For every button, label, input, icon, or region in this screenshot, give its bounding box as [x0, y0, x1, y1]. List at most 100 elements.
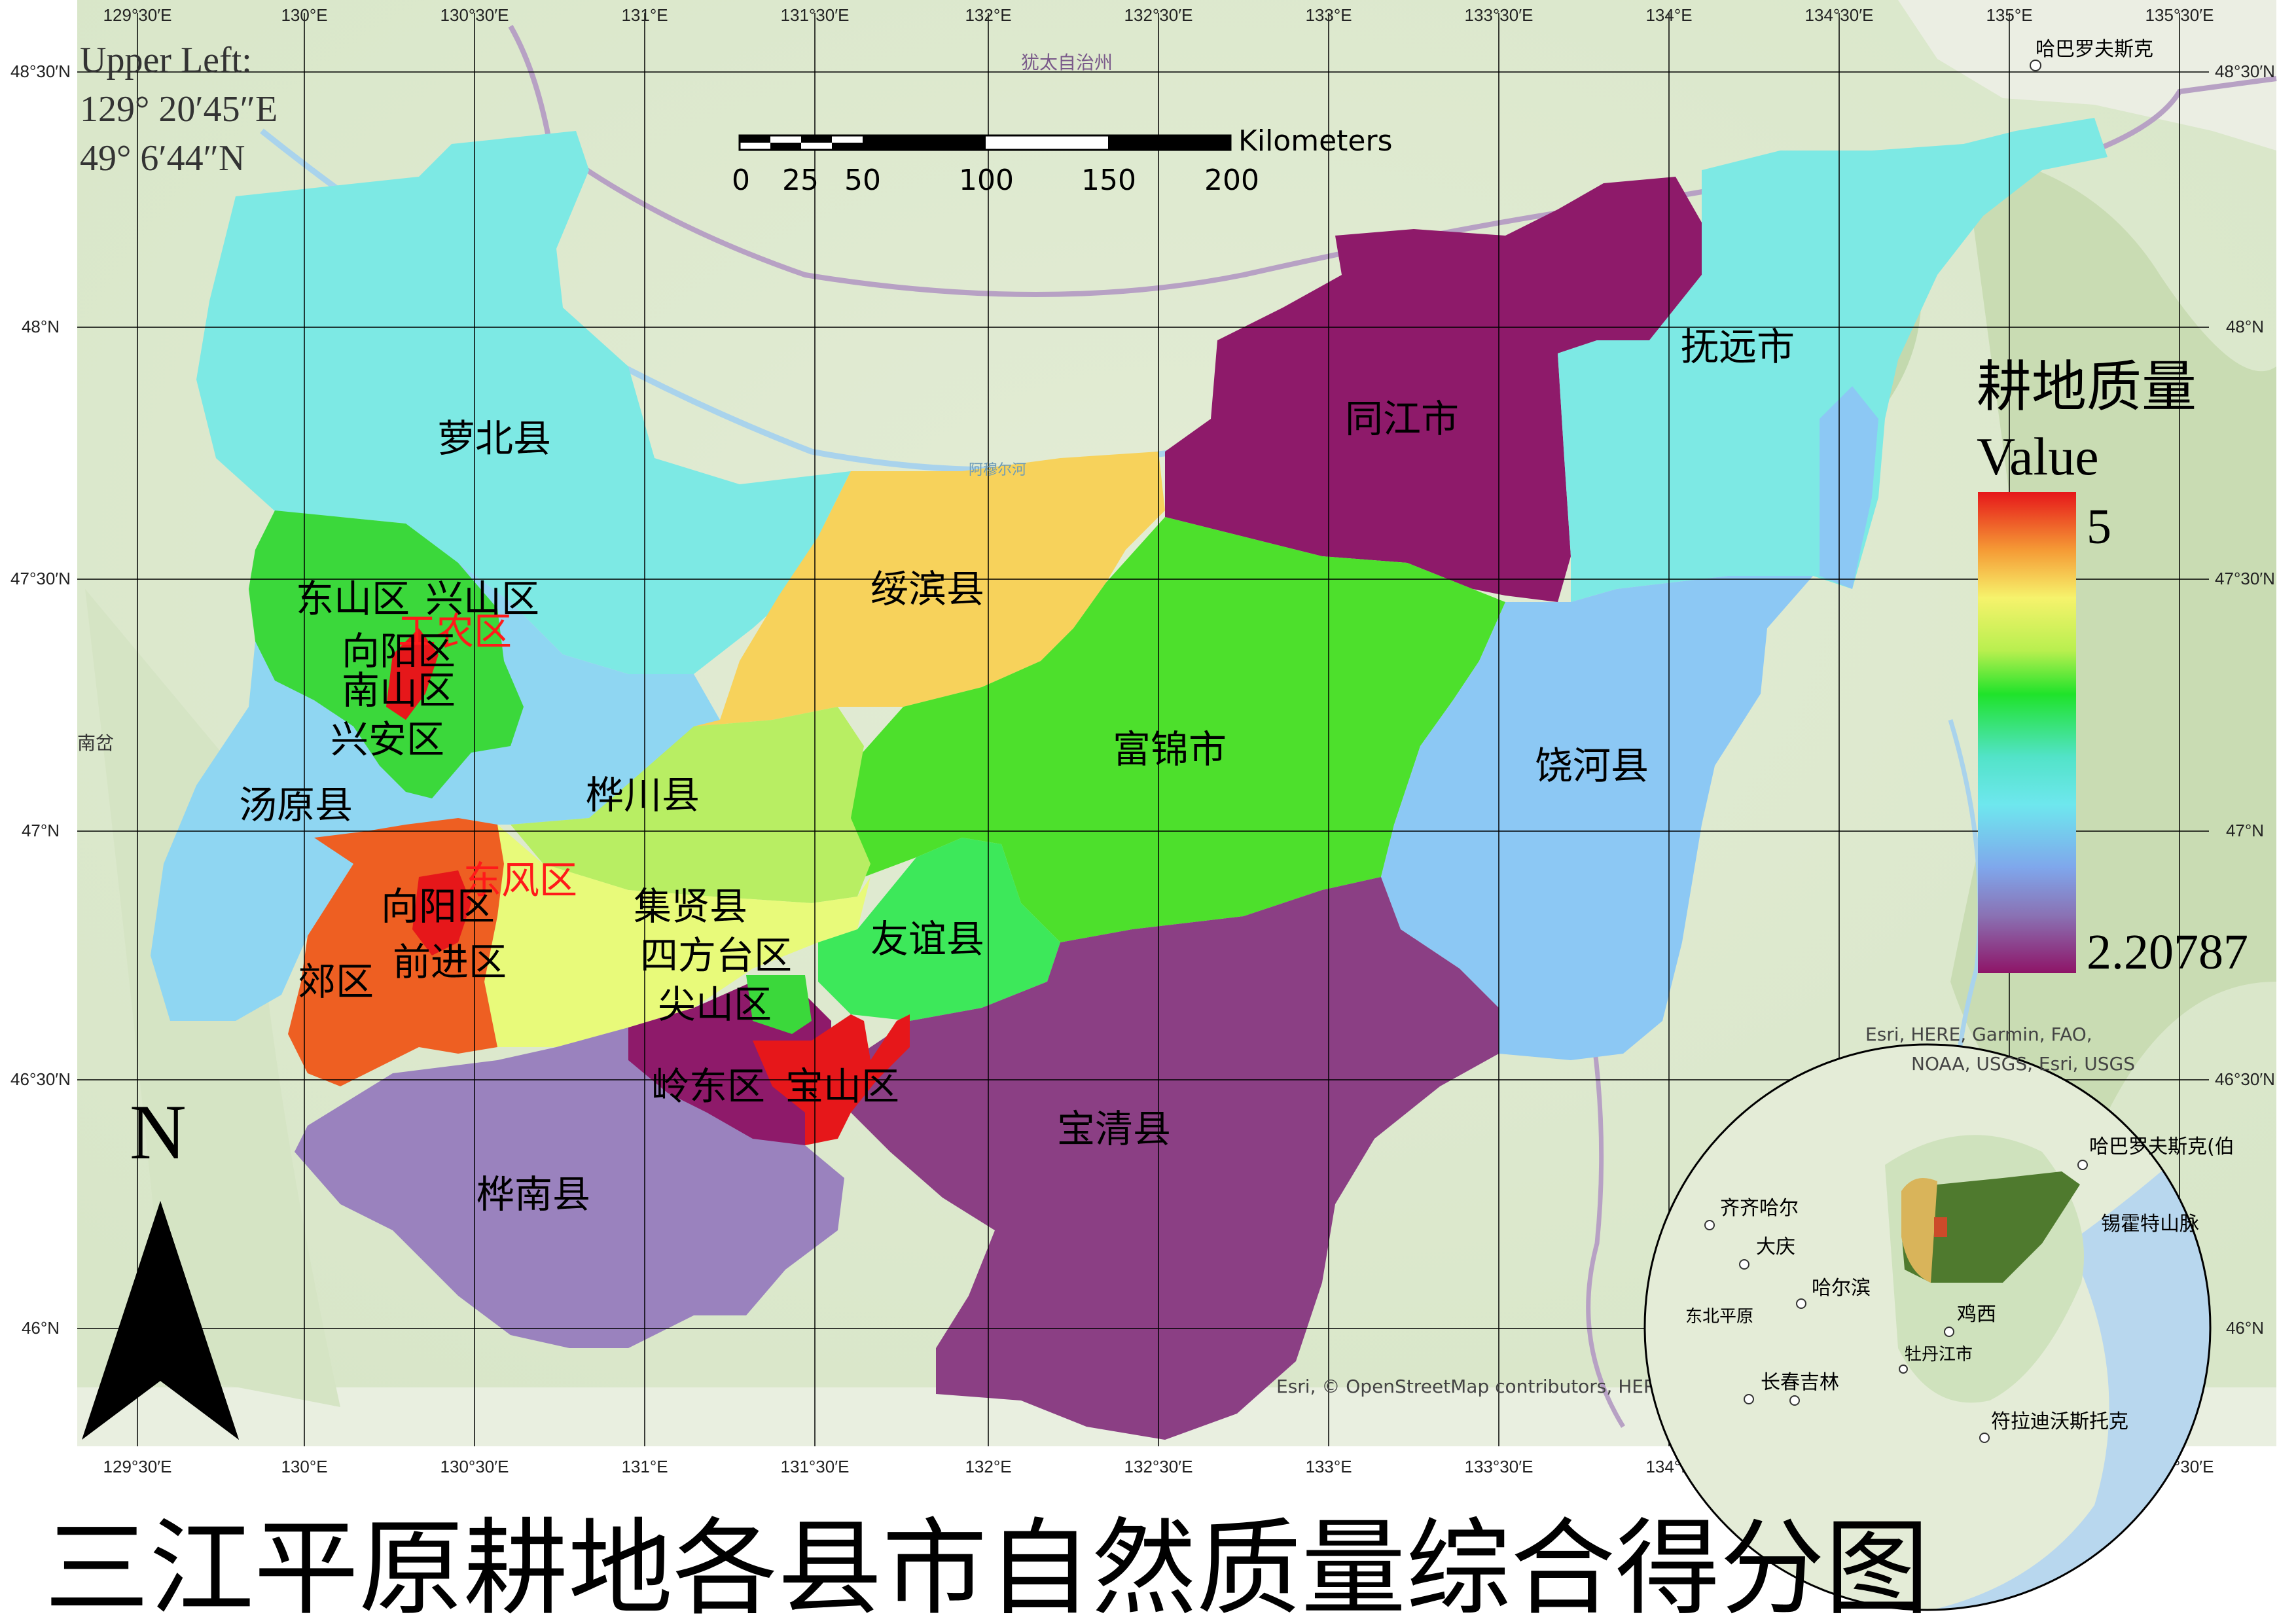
label-jixian: 集贤县 [634, 884, 747, 929]
lon-label-top: 130°30′E [440, 5, 509, 25]
region-gongnong[interactable] [386, 628, 439, 720]
inset-attribution-1: Esri, HERE, Garmin, FAO, [1865, 1024, 2092, 1045]
lon-label-top: 130°E [281, 5, 327, 25]
inset-place-mudanjiang: 牡丹江市 [1905, 1345, 1973, 1364]
label-jianshan: 尖山区 [658, 982, 772, 1027]
scale-tick-150: 150 [1081, 164, 1136, 197]
inset-place-dongbei-plain: 东北平原 [1685, 1307, 1753, 1327]
label-xingshan: 兴山区 [425, 577, 539, 621]
khabarovsk-marker [2030, 60, 2041, 71]
lon-label-top: 135°E [1986, 5, 2032, 25]
label-xiangyang-2: 向阳区 [381, 884, 495, 929]
inset-red-spot [1934, 1217, 1947, 1237]
inset-place-daqing: 大庆 [1756, 1236, 1795, 1258]
lon-label-top: 135°30′E [2145, 5, 2214, 25]
label-raohe: 饶河县 [1535, 743, 1649, 788]
upper-left-lon: 129° 20′45″E [80, 89, 278, 130]
lat-label-right: 46°30′N [2215, 1069, 2275, 1089]
inset-place-vladivostok: 符拉迪沃斯托克 [1991, 1410, 2128, 1433]
lon-label-top: 131°30′E [781, 5, 850, 25]
lat-label-left: 48°30′N [10, 62, 71, 81]
scale-tick-25: 25 [782, 164, 819, 197]
region-suibin[interactable] [694, 452, 1165, 726]
scale-tick-200: 200 [1204, 164, 1259, 197]
label-suibin: 绥滨县 [870, 567, 984, 611]
legend-max: 5 [2087, 499, 2111, 554]
upper-left-coords: Upper Left: 129° 20′45″E 49° 6′44″N [80, 40, 278, 179]
lon-label-top: 134°30′E [1805, 5, 1874, 25]
label-huachuan: 桦川县 [586, 773, 700, 817]
label-xingan: 兴安区 [331, 717, 444, 762]
region-huachuan[interactable] [511, 707, 870, 903]
region-youyi[interactable] [818, 838, 1060, 1021]
inset-map: Esri, HERE, Garmin, FAO, NOAA, USGS, Esr… [1643, 1024, 2234, 1611]
legend-min: 2.20787 [2087, 925, 2248, 980]
label-amur: 阿穆尔河 [969, 462, 1026, 478]
border-line-south [1581, 981, 1625, 1428]
inset-attribution-2: NOAA, USGS, Esri, USGS [1911, 1053, 2135, 1075]
region-polygons [151, 118, 2108, 1440]
lon-label-bottom: 131°30′E [781, 1457, 850, 1476]
region-jixian[interactable] [484, 825, 870, 1047]
region-xingshan-dongshan[interactable] [249, 510, 524, 798]
lat-label-left: 47°30′N [10, 569, 71, 588]
region-fuyuan-blue[interactable] [1820, 386, 1878, 589]
lon-label-top: 134°E [1645, 5, 1692, 25]
region-raohe[interactable] [1381, 576, 1813, 1060]
lat-labels-right: 48°30′N 48°N 47°30′N 47°N 46°30′N 46°N [2215, 62, 2275, 1338]
lat-label-left: 46°30′N [10, 1069, 71, 1089]
lat-label-left: 48°N [22, 317, 60, 336]
label-khabarovsk: 哈巴罗夫斯克 [2036, 38, 2153, 61]
basemap-russia-area [77, 0, 2276, 151]
label-nancha: 南岔 [77, 732, 114, 754]
lon-label-bottom: 132°E [965, 1457, 1011, 1476]
lon-label-top: 133°30′E [1465, 5, 1534, 25]
lon-label-bottom: 130°30′E [440, 1457, 509, 1476]
lon-label-bottom: 131°E [621, 1457, 668, 1476]
scale-tick-100: 100 [959, 164, 1014, 197]
lat-label-right: 46°N [2226, 1318, 2264, 1338]
lon-label-bottom: 129°30′E [103, 1457, 172, 1476]
north-label: N [130, 1088, 187, 1175]
lon-labels-top: 129°30′E 130°E 130°30′E 131°E 131°30′E 132°E 1… [103, 5, 2214, 25]
region-qianjin-red[interactable] [412, 870, 471, 955]
lat-label-right: 48°N [2226, 317, 2264, 336]
legend-ramp [1978, 492, 2076, 973]
lon-label-bottom: 130°E [281, 1457, 327, 1476]
lon-label-top: 131°E [621, 5, 668, 25]
label-jiaoqu: 郊区 [298, 959, 374, 1004]
label-sifangtai: 四方台区 [640, 933, 792, 978]
region-tongjiang[interactable] [1165, 177, 1702, 602]
region-luobei[interactable] [196, 131, 851, 674]
lat-label-left: 47°N [22, 821, 60, 840]
upper-left-heading: Upper Left: [80, 40, 252, 80]
map-attribution: Esri, © OpenStreetMap contributors, HERE [1276, 1376, 1668, 1397]
label-baoqing: 宝清县 [1057, 1107, 1171, 1151]
label-youyi: 友谊县 [870, 917, 984, 961]
lat-label-right: 48°30′N [2215, 62, 2275, 81]
label-fujin: 富锦市 [1113, 727, 1227, 772]
label-jewish-autonomous: 犹太自治州 [1021, 52, 1113, 73]
lon-label-top: 132°E [965, 5, 1011, 25]
inset-sanjiang-plain [1901, 1171, 2080, 1283]
lat-labels-left: 48°30′N 48°N 47°30′N 47°N 46°30′N 46°N [10, 62, 71, 1338]
inset-sea [1898, 1113, 2210, 1610]
north-arrow-icon: N [82, 1088, 239, 1440]
label-dongfeng: 东风区 [463, 858, 577, 902]
label-tangyuan: 汤原县 [239, 783, 353, 827]
region-fuyuan[interactable] [1558, 118, 2108, 602]
lat-label-right: 47°30′N [2215, 569, 2275, 588]
legend-subtitle: Value [1977, 427, 2099, 486]
label-huanan: 桦南县 [476, 1172, 590, 1217]
map-title: 三江平原耕地各县市自然质量综合得分图 [45, 1507, 1929, 1623]
label-tongjiang: 同江市 [1345, 397, 1459, 441]
region-baoqing[interactable] [851, 877, 1499, 1440]
inset-place-qiqihar: 齐齐哈尔 [1720, 1197, 1799, 1220]
label-gongnong: 工农区 [398, 609, 512, 654]
lon-label-top: 132°30′E [1124, 5, 1193, 25]
lat-label-left: 46°N [22, 1318, 60, 1338]
region-fujin[interactable] [844, 517, 1505, 942]
region-jianshan[interactable] [746, 975, 812, 1034]
inset-place-sikhote: 锡霍特山脉 [2101, 1213, 2199, 1236]
